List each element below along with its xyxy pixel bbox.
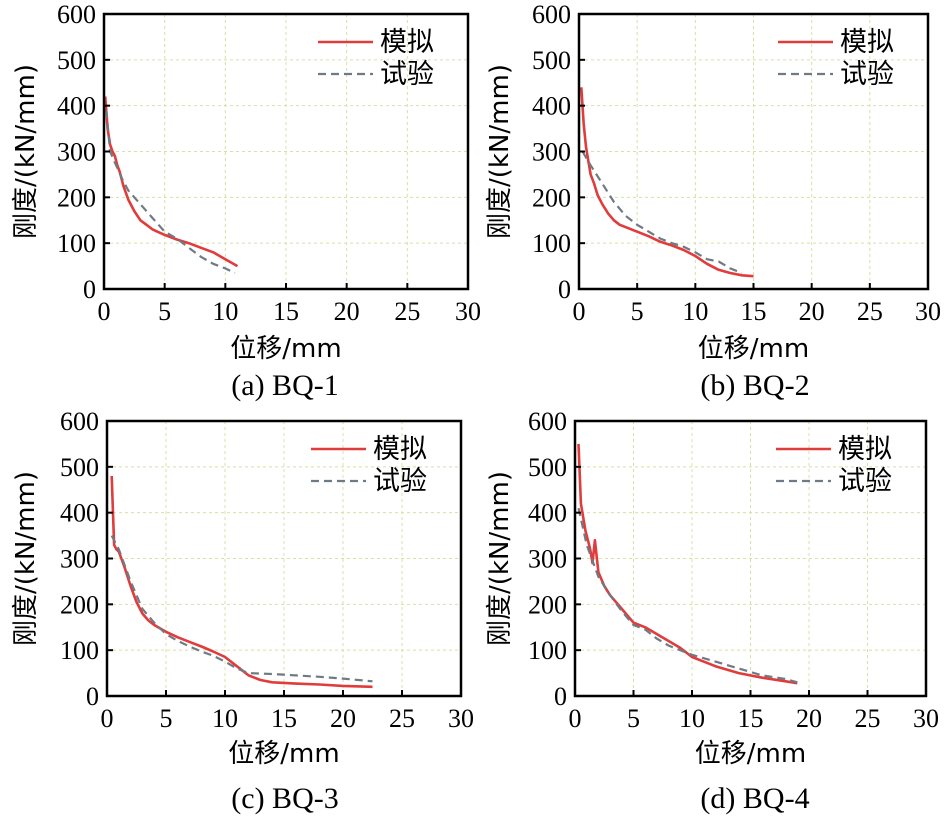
- y-tick-label: 100: [60, 636, 99, 665]
- x-tick-label: 10: [212, 297, 238, 326]
- y-axis-title: 刚度/(kN/mm): [11, 471, 41, 646]
- series-line-test: [581, 150, 743, 275]
- series-line-test: [577, 507, 798, 684]
- x-tick-label: 10: [679, 704, 705, 733]
- y-tick-label: 0: [86, 682, 99, 711]
- x-tick-label: 25: [389, 704, 415, 733]
- y-axis-title: 刚度/(kN/mm): [485, 471, 515, 646]
- y-tick-label: 100: [528, 636, 567, 665]
- x-tick-label: 5: [627, 704, 640, 733]
- x-tick-label: 30: [913, 704, 939, 733]
- y-tick-label: 100: [57, 229, 96, 258]
- series-line-simulation: [103, 96, 239, 268]
- series-line-simulation: [580, 87, 754, 278]
- y-tick-label: 0: [83, 275, 96, 304]
- x-tick-label: 15: [271, 704, 297, 733]
- x-tick-label: 20: [796, 704, 822, 733]
- legend-label-simulation: 模拟: [373, 434, 427, 465]
- y-tick-label: 200: [532, 183, 571, 212]
- legend-label-test: 试验: [380, 59, 434, 90]
- y-tick-label: 400: [532, 92, 571, 121]
- x-tick-label: 20: [330, 704, 356, 733]
- x-tick-label: 0: [569, 704, 582, 733]
- series-line-test: [105, 110, 236, 274]
- x-axis-title: 位移/mm: [230, 334, 341, 364]
- x-tick-label: 15: [273, 297, 299, 326]
- y-tick-label: 400: [60, 499, 99, 528]
- legend-label-simulation: 模拟: [838, 434, 892, 465]
- x-tick-label: 15: [741, 297, 767, 326]
- y-tick-label: 600: [532, 0, 571, 29]
- legend-label-test: 试验: [840, 59, 894, 90]
- chart-panel-1: 0 5 10 15 20 25 300100200300400500600位移/mm刚度/(…: [11, 0, 481, 402]
- x-tick-label: 20: [334, 297, 360, 326]
- y-tick-label: 200: [60, 590, 99, 619]
- x-tick-label: 20: [799, 297, 825, 326]
- y-tick-label: 500: [57, 46, 96, 75]
- x-tick-label: 10: [212, 704, 238, 733]
- y-tick-label: 400: [528, 499, 567, 528]
- y-tick-label: 500: [60, 453, 99, 482]
- x-tick-label: 25: [855, 704, 881, 733]
- series-line-simulation: [577, 443, 798, 685]
- x-axis-title: 位移/mm: [695, 739, 806, 769]
- y-tick-label: 300: [532, 138, 571, 167]
- panel-caption: (c) BQ-3: [231, 782, 338, 815]
- y-tick-label: 0: [558, 275, 571, 304]
- y-tick-label: 100: [532, 229, 571, 258]
- y-tick-label: 200: [57, 183, 96, 212]
- panel-caption: (d) BQ-4: [700, 782, 809, 815]
- chart-panel-2: 0 5 10 15 20 25 300100200300400500600位移/mm刚度/(…: [485, 0, 941, 402]
- x-tick-label: 30: [915, 297, 941, 326]
- legend-label-simulation: 模拟: [840, 27, 894, 58]
- y-axis-title: 刚度/(kN/mm): [11, 64, 41, 239]
- series-line-test: [110, 535, 373, 683]
- x-tick-label: 5: [631, 297, 644, 326]
- x-tick-label: 0: [101, 704, 114, 733]
- x-axis-title: 位移/mm: [228, 739, 339, 769]
- panel-caption: (b) BQ-2: [700, 369, 809, 402]
- y-tick-label: 300: [60, 545, 99, 574]
- y-tick-label: 600: [57, 0, 96, 29]
- x-tick-label: 30: [455, 297, 481, 326]
- legend-label-simulation: 模拟: [380, 27, 434, 58]
- y-tick-label: 600: [528, 407, 567, 436]
- y-tick-label: 600: [60, 407, 99, 436]
- y-tick-label: 200: [528, 590, 567, 619]
- x-tick-label: 30: [448, 704, 474, 733]
- x-tick-label: 25: [857, 297, 883, 326]
- y-tick-label: 0: [554, 682, 567, 711]
- y-axis-title: 刚度/(kN/mm): [485, 64, 515, 239]
- y-tick-label: 500: [532, 46, 571, 75]
- chart-panel-4: 0 5 10 15 20 25 300100200300400500600位移/mm刚度/(…: [485, 407, 939, 815]
- legend-label-test: 试验: [373, 466, 427, 497]
- x-tick-label: 0: [573, 297, 586, 326]
- chart-panel-3: 0 5 10 15 20 25 300100200300400500600位移/mm刚度/(…: [11, 407, 474, 815]
- legend-label-test: 试验: [838, 466, 892, 497]
- x-tick-label: 10: [682, 297, 708, 326]
- x-tick-label: 15: [738, 704, 764, 733]
- y-tick-label: 500: [528, 453, 567, 482]
- x-axis-title: 位移/mm: [698, 334, 809, 364]
- y-tick-label: 300: [528, 545, 567, 574]
- y-tick-label: 400: [57, 92, 96, 121]
- x-tick-label: 25: [394, 297, 420, 326]
- panel-caption: (a) BQ-1: [231, 369, 338, 402]
- x-tick-label: 5: [158, 297, 171, 326]
- x-tick-label: 5: [160, 704, 173, 733]
- y-tick-label: 300: [57, 138, 96, 167]
- x-tick-label: 0: [98, 297, 111, 326]
